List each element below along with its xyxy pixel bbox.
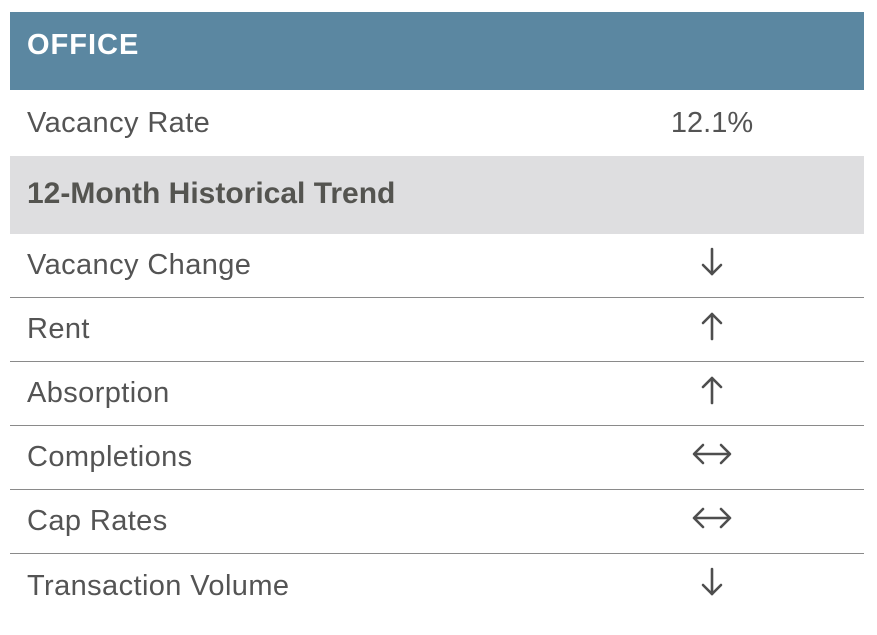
trend-label: Completions [27, 441, 193, 473]
trend-rows: Vacancy Change Rent Absorption Completio… [10, 234, 864, 618]
trend-label: Vacancy Change [27, 249, 252, 281]
vacancy-rate-row: Vacancy Rate 12.1% [10, 90, 864, 156]
arrow-left-right-icon [692, 442, 732, 466]
table-header: OFFICE [10, 12, 864, 90]
table-row: Transaction Volume [10, 554, 864, 618]
trend-section-title: 12-Month Historical Trend [27, 177, 396, 210]
header-title: OFFICE [27, 29, 140, 61]
table-row: Completions [10, 426, 864, 490]
trend-section-header: 12-Month Historical Trend [10, 156, 864, 234]
trend-indicator [562, 441, 864, 474]
arrow-down-icon [700, 567, 724, 597]
arrow-left-right-icon [692, 506, 732, 530]
table-row: Rent [10, 298, 864, 362]
table-row: Absorption [10, 362, 864, 426]
vacancy-rate-value: 12.1% [670, 106, 754, 139]
table-row: Vacancy Change [10, 234, 864, 298]
office-market-table: OFFICE Vacancy Rate 12.1% 12-Month Histo… [10, 12, 864, 618]
trend-indicator [562, 311, 864, 349]
trend-indicator [562, 375, 864, 413]
table-row: Cap Rates [10, 490, 864, 554]
trend-label: Absorption [27, 377, 170, 409]
arrow-up-icon [700, 375, 724, 405]
vacancy-rate-label: Vacancy Rate [27, 106, 211, 139]
trend-label: Cap Rates [27, 505, 168, 537]
trend-label: Transaction Volume [27, 569, 290, 602]
trend-indicator [562, 505, 864, 538]
arrow-down-icon [700, 247, 724, 277]
trend-label: Rent [27, 313, 90, 345]
trend-indicator [562, 247, 864, 285]
trend-indicator [562, 567, 864, 605]
arrow-up-icon [700, 311, 724, 341]
